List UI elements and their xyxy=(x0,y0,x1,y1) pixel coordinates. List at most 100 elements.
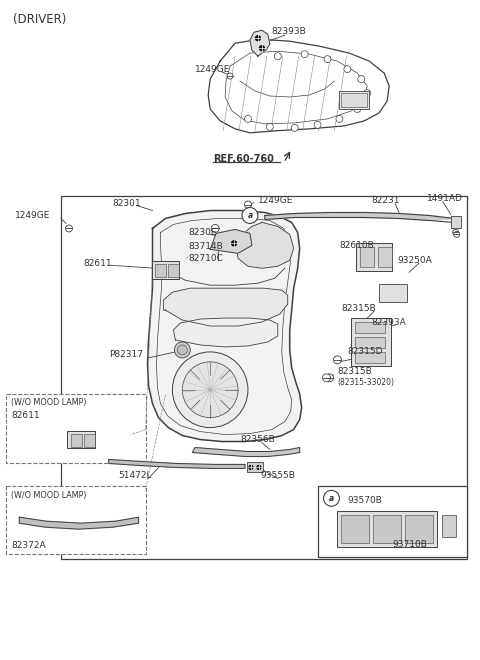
Text: (W/O MOOD LAMP): (W/O MOOD LAMP) xyxy=(12,491,87,500)
Circle shape xyxy=(255,36,260,41)
Text: REF.60-760: REF.60-760 xyxy=(213,154,274,164)
Polygon shape xyxy=(147,211,301,442)
Bar xyxy=(339,91,369,109)
Circle shape xyxy=(344,65,351,73)
Text: 1249GE: 1249GE xyxy=(258,196,293,205)
Text: a: a xyxy=(329,494,334,503)
Circle shape xyxy=(453,230,459,236)
Text: 93555B: 93555B xyxy=(260,471,295,480)
Text: 82315B: 82315B xyxy=(341,304,376,313)
Circle shape xyxy=(231,241,237,246)
Bar xyxy=(156,264,167,277)
Text: P82317: P82317 xyxy=(109,350,143,360)
Text: (DRIVER): (DRIVER) xyxy=(13,13,67,26)
Polygon shape xyxy=(236,222,294,268)
Text: 82393B: 82393B xyxy=(272,27,307,36)
Bar xyxy=(6,486,145,554)
Text: 93570B: 93570B xyxy=(348,496,382,505)
Bar xyxy=(451,216,461,228)
Bar xyxy=(318,486,467,557)
Text: 82372A: 82372A xyxy=(12,541,46,550)
Circle shape xyxy=(358,76,365,82)
Circle shape xyxy=(211,224,219,232)
Text: 8230E: 8230E xyxy=(188,228,217,237)
Circle shape xyxy=(454,232,460,238)
Circle shape xyxy=(178,345,187,355)
Circle shape xyxy=(323,374,330,381)
Bar xyxy=(6,394,145,463)
Text: 82315D: 82315D xyxy=(348,347,383,356)
Bar xyxy=(360,248,374,267)
Circle shape xyxy=(334,356,341,364)
Bar xyxy=(379,284,407,302)
Text: 82231: 82231 xyxy=(371,196,400,205)
Bar xyxy=(341,93,367,107)
Polygon shape xyxy=(192,447,300,457)
Text: 1249GE: 1249GE xyxy=(195,65,230,74)
Bar xyxy=(152,261,180,279)
Text: 82356B: 82356B xyxy=(240,435,275,444)
Bar xyxy=(373,515,401,543)
Text: 82315B: 82315B xyxy=(337,368,372,376)
Text: 82710C: 82710C xyxy=(188,254,223,263)
Circle shape xyxy=(249,465,253,469)
Bar xyxy=(378,248,392,267)
Bar xyxy=(355,322,385,333)
Text: (82315-33020): (82315-33020) xyxy=(337,378,395,387)
Bar xyxy=(356,244,392,271)
Circle shape xyxy=(336,115,343,122)
Circle shape xyxy=(172,352,248,428)
Polygon shape xyxy=(250,30,270,56)
Circle shape xyxy=(65,225,72,232)
Circle shape xyxy=(244,201,252,208)
Circle shape xyxy=(325,374,334,381)
Bar xyxy=(341,515,369,543)
Bar xyxy=(355,352,385,363)
Circle shape xyxy=(182,362,238,418)
Circle shape xyxy=(354,106,361,112)
Circle shape xyxy=(324,55,331,63)
Circle shape xyxy=(364,90,371,96)
Polygon shape xyxy=(265,213,454,220)
Text: 82610B: 82610B xyxy=(339,241,374,250)
Polygon shape xyxy=(109,459,245,469)
Bar xyxy=(247,463,263,473)
Circle shape xyxy=(227,73,233,79)
Circle shape xyxy=(174,342,190,358)
Circle shape xyxy=(314,121,321,128)
Bar xyxy=(84,434,95,447)
Bar xyxy=(355,337,385,348)
Circle shape xyxy=(242,207,258,224)
Circle shape xyxy=(274,53,281,59)
Text: (W/O MOOD LAMP): (W/O MOOD LAMP) xyxy=(12,398,87,407)
Bar xyxy=(351,318,391,366)
Circle shape xyxy=(266,123,273,130)
Text: 82393A: 82393A xyxy=(371,317,406,327)
Polygon shape xyxy=(19,517,139,529)
Polygon shape xyxy=(173,318,278,347)
Circle shape xyxy=(291,124,298,131)
Bar xyxy=(337,512,437,547)
Circle shape xyxy=(257,465,261,469)
Bar xyxy=(67,430,95,449)
Circle shape xyxy=(244,115,252,122)
Text: 93250A: 93250A xyxy=(397,256,432,265)
Text: 1249GE: 1249GE xyxy=(15,211,51,220)
Bar xyxy=(168,264,180,277)
Bar xyxy=(71,434,82,447)
Text: 83714B: 83714B xyxy=(188,242,223,251)
Text: 82301: 82301 xyxy=(113,199,142,208)
Bar xyxy=(61,195,467,559)
Text: 1491AD: 1491AD xyxy=(427,194,463,203)
Circle shape xyxy=(259,46,264,51)
Polygon shape xyxy=(164,288,288,326)
Circle shape xyxy=(301,51,308,57)
Text: 82611: 82611 xyxy=(83,259,111,268)
Bar xyxy=(405,515,433,543)
Polygon shape xyxy=(210,230,252,253)
Text: 93710B: 93710B xyxy=(392,540,427,548)
Bar xyxy=(442,515,456,537)
Circle shape xyxy=(324,490,339,506)
Text: 82611: 82611 xyxy=(12,411,40,420)
Text: 51472L: 51472L xyxy=(119,471,152,480)
